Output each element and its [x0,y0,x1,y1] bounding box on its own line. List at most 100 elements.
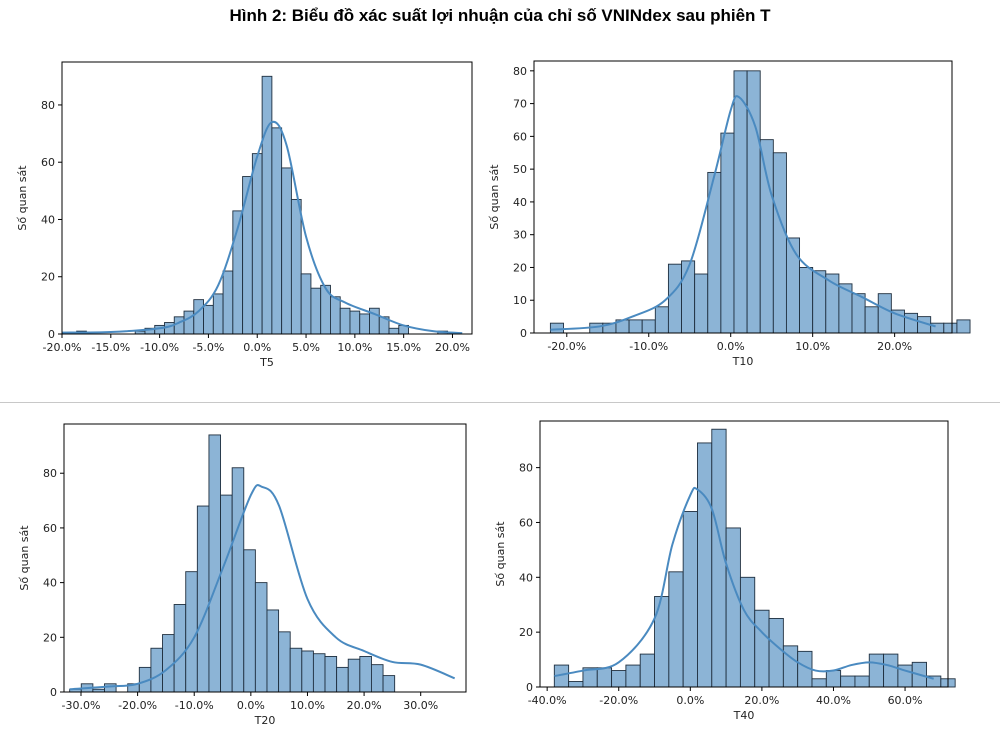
x-tick-label: 20.0% [877,340,912,353]
y-tick-label: 40 [41,213,55,226]
y-tick-label: 70 [513,98,527,111]
histogram-bar [183,310,195,335]
histogram-bar [611,670,627,688]
plot-frame [539,420,949,688]
histogram-bar [759,139,774,334]
histogram-bar [289,647,303,693]
x-tick-label: 40.0% [816,694,851,707]
histogram-bar [104,683,117,693]
histogram-bar [641,319,656,334]
histogram-bar [339,307,351,335]
histogram-bar [173,604,187,693]
histogram-bar [349,310,361,335]
histogram-bar [196,505,210,693]
x-tick-label: 60.0% [888,694,923,707]
histogram-t5: -20.0% -15.0% -10.0% -5.0% 0.0% 5.0% 10.0% 15.0… [16,61,473,369]
histogram-bar [697,442,713,688]
x-tick-label: -40.0% [528,694,567,707]
x-tick-label: 5.0% [292,341,320,354]
x-tick-label: 0.0% [717,340,745,353]
x-tick-label: -20.0% [118,699,157,712]
histogram-bar [568,681,584,688]
histogram-bar [347,658,361,693]
histogram-bar [720,132,735,334]
histogram-bar [173,316,185,335]
histogram-bar [231,467,245,693]
y-tick-label: 60 [43,522,57,535]
histogram-t10: -20.0% -10.0% 0.0% 10.0% 20.0% 0 10 20 30 40 50 60 7… [488,60,971,368]
histogram-bar [281,167,292,335]
y-tick-label: 80 [519,462,533,475]
y-tick-label: 60 [519,516,533,529]
histogram-bar [682,511,698,688]
y-axis-label: Số quan sát [494,521,507,587]
histogram-bar [382,675,396,693]
histogram-bar [330,296,341,335]
histogram-bar [772,152,787,334]
histogram-bar [242,176,253,335]
y-tick-label: 20 [43,631,57,644]
y-tick-label: 30 [513,229,527,242]
plot-frame [533,60,953,334]
histogram-bar [324,655,338,693]
histogram-bar [854,675,870,688]
y-tick-label: 0 [48,328,55,341]
kde-line [550,95,936,331]
x-tick-label: -10.0% [175,699,214,712]
histogram-bar [785,237,801,334]
histogram-bar [290,198,302,335]
x-tick-label: -10.0% [629,340,668,353]
histogram-bar [251,153,263,335]
histogram-bar [301,650,314,693]
x-tick-label: 20.0% [744,694,779,707]
x-tick-label: 20.0% [347,699,382,712]
histogram-t20: -30.0% -20.0% -10.0% 0.0% 10.0% 20.0% 30.0% 0 20… [18,423,467,727]
histogram-bar [782,645,799,688]
histogram-bar [549,322,564,334]
x-axis-label: T10 [732,355,754,368]
histogram-bar [278,631,291,693]
y-tick-label: 60 [41,156,55,169]
plot-frame [63,423,467,693]
x-axis-label: T5 [259,356,274,369]
x-axis-label: T20 [254,714,276,727]
histogram-bar [359,655,372,693]
x-tick-label: 0.0% [676,694,704,707]
histogram-bar [388,327,400,335]
x-tick-label: -10.0% [140,341,179,354]
x-tick-label: -15.0% [91,341,130,354]
histogram-bar [628,319,643,334]
x-tick-label: -20.0% [547,340,586,353]
y-tick-label: 80 [41,99,55,112]
histogram-bar [943,322,958,334]
histogram-bar [261,75,273,335]
histogram-bar [768,617,784,688]
histogram-bar [811,678,827,688]
histogram-t40: -40.0% -20.0% 0.0% 20.0% 40.0% 60.0% 0 20 40 60 80… [494,420,956,722]
y-tick-label: 20 [41,271,55,284]
x-tick-label: -20.0% [599,694,638,707]
y-axis-label: Số quan sát [488,164,501,230]
x-tick-label: 0.0% [243,341,271,354]
y-tick-label: 20 [519,626,533,639]
plot-frame [61,61,473,335]
y-tick-label: 20 [513,261,527,274]
histogram-bar [300,273,312,335]
x-tick-label: -30.0% [62,699,101,712]
histogram-bar [812,270,827,334]
x-tick-label: 10.0% [337,341,372,354]
histogram-bar [212,293,224,335]
histogram-bar [864,306,879,334]
kde-line [61,120,463,335]
histogram-bar [222,270,234,335]
histogram-bar [359,313,370,335]
panel-divider [0,402,1000,403]
histogram-bar [336,666,349,693]
y-tick-label: 0 [50,686,57,699]
histogram-bar [799,267,814,334]
histogram-bar [266,609,280,693]
histogram-bar [654,306,669,334]
histogram-bar [254,582,268,693]
histogram-bar [694,273,709,334]
y-tick-label: 80 [43,467,57,480]
